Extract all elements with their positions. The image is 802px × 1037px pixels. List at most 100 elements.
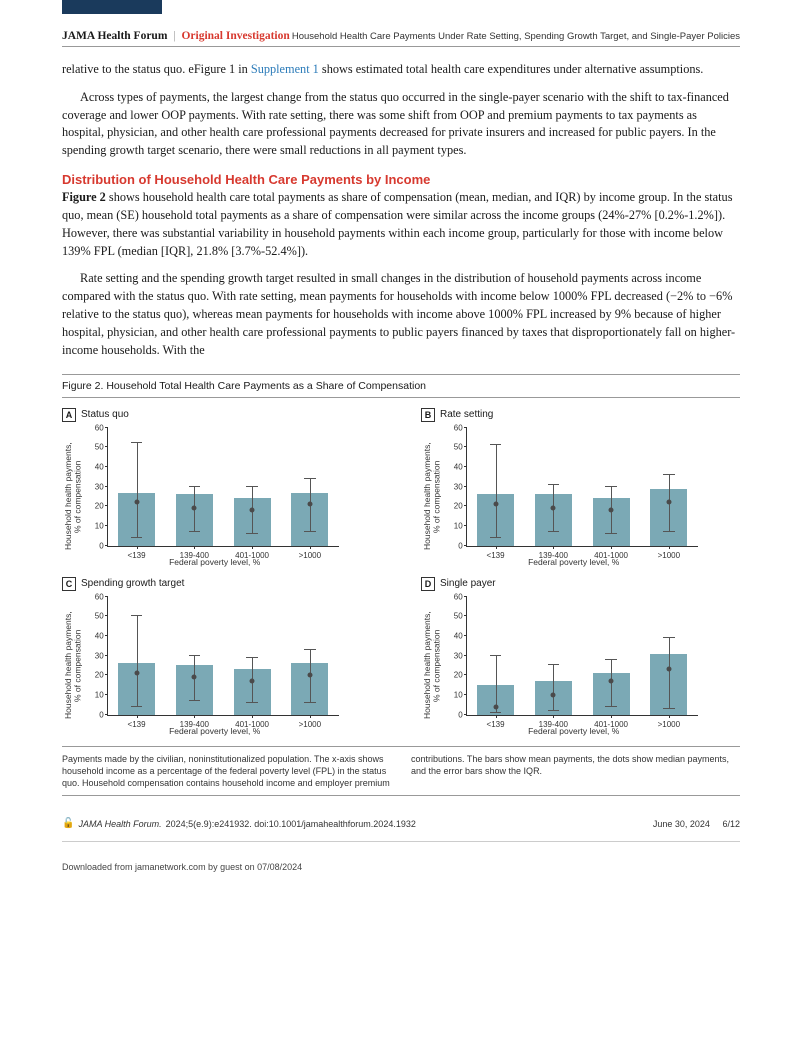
- error-cap: [548, 531, 560, 532]
- panel-b: BRate setting Household health payments,%…: [421, 408, 740, 569]
- y-tick: 40: [86, 631, 104, 640]
- p1-text-b: shows estimated total health care expend…: [319, 62, 704, 76]
- x-tick: >1000: [658, 551, 680, 560]
- y-axis-label: Household health payments,% of compensat…: [62, 593, 85, 738]
- error-cap: [605, 706, 617, 707]
- error-cap: [663, 637, 675, 638]
- footer-citation: 2024;5(e.9):e241932. doi:10.1001/jamahea…: [166, 819, 416, 829]
- caption-right: contributions. The bars show mean paymen…: [411, 753, 740, 789]
- journal-name: JAMA Health Forum: [62, 30, 167, 42]
- panel-c: CSpending growth target Household health …: [62, 577, 381, 738]
- chart: 0102030405060<139139-400401-1000>1000Fed…: [444, 424, 704, 569]
- panel-letter: A: [62, 408, 76, 422]
- error-cap: [131, 615, 143, 616]
- median-dot: [551, 692, 556, 697]
- p3-text: shows household health care total paymen…: [62, 190, 732, 257]
- median-dot: [134, 671, 139, 676]
- paragraph-4: Rate setting and the spending growth tar…: [62, 270, 740, 359]
- y-tick: 40: [445, 462, 463, 471]
- supplement-link[interactable]: Supplement 1: [251, 62, 319, 76]
- median-dot: [192, 675, 197, 680]
- download-note: Downloaded from jamanetwork.com by guest…: [0, 842, 802, 890]
- brand-bar: [62, 0, 162, 14]
- error-cap: [304, 649, 316, 650]
- error-bar: [137, 443, 138, 537]
- error-bar: [669, 638, 670, 709]
- median-dot: [250, 679, 255, 684]
- paragraph-2: Across types of payments, the largest ch…: [62, 89, 740, 160]
- running-title: Household Health Care Payments Under Rat…: [292, 31, 740, 42]
- panel-name: Status quo: [81, 409, 129, 420]
- median-dot: [250, 508, 255, 513]
- paragraph-1: relative to the status quo. eFigure 1 in…: [62, 61, 740, 79]
- plot-area: 0102030405060<139139-400401-1000>1000: [107, 597, 339, 716]
- error-bar: [553, 665, 554, 710]
- panel-label: BRate setting: [421, 408, 740, 422]
- error-cap: [605, 486, 617, 487]
- panel-label: CSpending growth target: [62, 577, 381, 591]
- panel-name: Single payer: [440, 578, 496, 589]
- article-type: Original Investigation: [181, 30, 289, 42]
- y-tick: 30: [86, 651, 104, 660]
- error-cap: [490, 655, 502, 656]
- error-cap: [304, 531, 316, 532]
- y-tick: 40: [86, 462, 104, 471]
- error-cap: [663, 531, 675, 532]
- error-cap: [304, 478, 316, 479]
- error-cap: [246, 533, 258, 534]
- y-tick: 0: [86, 710, 104, 719]
- y-tick: 10: [86, 521, 104, 530]
- error-cap: [131, 537, 143, 538]
- header-left: JAMA Health Forum | Original Investigati…: [62, 30, 290, 42]
- error-cap: [605, 659, 617, 660]
- footer-right: June 30, 2024 6/12: [653, 819, 740, 829]
- y-tick: 50: [445, 443, 463, 452]
- panel-letter: B: [421, 408, 435, 422]
- median-dot: [134, 500, 139, 505]
- chart-wrap: Household health payments,% of compensat…: [421, 593, 740, 738]
- y-tick: 50: [86, 612, 104, 621]
- median-dot: [609, 508, 614, 513]
- x-axis-label: Federal poverty level, %: [169, 726, 260, 736]
- error-cap: [304, 702, 316, 703]
- error-cap: [246, 486, 258, 487]
- panel-d: DSingle payerHousehold health payments,%…: [421, 577, 740, 738]
- median-dot: [307, 673, 312, 678]
- chart-wrap: Household health payments,% of compensat…: [62, 593, 381, 738]
- y-tick: 30: [445, 482, 463, 491]
- panel-letter: C: [62, 577, 76, 591]
- panel-a: A Status quo Household health payments,% o…: [62, 408, 381, 569]
- y-axis-label: Household health payments,% of compensat…: [421, 593, 444, 738]
- error-cap: [663, 708, 675, 709]
- y-tick: 40: [445, 631, 463, 640]
- error-bar: [496, 445, 497, 537]
- header-divider: |: [173, 30, 175, 42]
- y-axis-label: Household health payments,% of compensat…: [421, 424, 444, 569]
- y-tick: 30: [86, 482, 104, 491]
- error-cap: [189, 655, 201, 656]
- footer-page: 6/12: [722, 819, 740, 829]
- error-cap: [246, 657, 258, 658]
- error-cap: [548, 664, 560, 665]
- y-axis-label: Household health payments,% of compensat…: [62, 424, 85, 569]
- footer-journal: JAMA Health Forum.: [78, 819, 161, 829]
- plot-area: 0102030405060<139139-400401-1000>1000: [466, 428, 698, 547]
- y-tick: 0: [86, 541, 104, 550]
- figure-panels: A Status quo Household health payments,% o…: [62, 398, 740, 746]
- y-tick: 50: [445, 612, 463, 621]
- page-content: JAMA Health Forum | Original Investigati…: [0, 14, 802, 842]
- error-cap: [490, 537, 502, 538]
- chart-wrap: Household health payments,% of compensat…: [62, 424, 381, 569]
- paragraph-3: Figure 2 shows household health care tot…: [62, 189, 740, 260]
- p1-text-a: relative to the status quo. eFigure 1 in: [62, 62, 251, 76]
- x-axis-label: Federal poverty level, %: [169, 557, 260, 567]
- error-cap: [490, 444, 502, 445]
- plot-area: 0102030405060<139139-400401-1000>1000: [107, 428, 339, 547]
- y-tick: 10: [86, 690, 104, 699]
- error-cap: [605, 533, 617, 534]
- y-tick: 20: [86, 671, 104, 680]
- p4-text: Rate setting and the spending growth tar…: [62, 271, 735, 356]
- x-tick: <139: [128, 551, 146, 560]
- p2-text: Across types of payments, the largest ch…: [62, 90, 729, 157]
- y-tick: 0: [445, 710, 463, 719]
